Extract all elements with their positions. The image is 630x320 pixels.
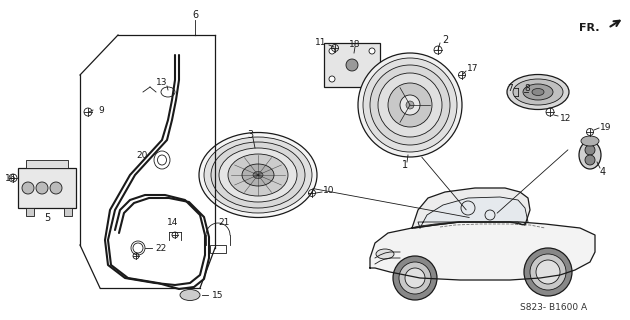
Ellipse shape [376,249,394,259]
Bar [64,208,72,216]
Bar [210,245,226,253]
Polygon shape [418,197,528,228]
Text: 10: 10 [323,186,335,195]
Ellipse shape [204,137,312,213]
Circle shape [378,73,442,137]
Text: 2: 2 [442,35,448,45]
Circle shape [400,95,420,115]
Text: 4: 4 [600,167,606,177]
Circle shape [22,182,34,194]
Circle shape [585,155,595,165]
Text: FR.: FR. [580,23,600,33]
Circle shape [388,83,432,127]
Text: 14: 14 [168,218,179,227]
Circle shape [346,59,358,71]
Circle shape [369,76,375,82]
Circle shape [399,262,431,294]
Circle shape [524,248,572,296]
Ellipse shape [180,290,200,300]
Text: 18: 18 [349,39,361,49]
Ellipse shape [579,141,601,169]
Bar [18,168,76,208]
Text: 6: 6 [192,10,198,20]
Circle shape [393,256,437,300]
Text: 3: 3 [247,130,253,140]
Circle shape [405,268,425,288]
Ellipse shape [581,136,599,146]
Text: 7: 7 [507,84,513,92]
Text: 1: 1 [402,160,408,170]
Ellipse shape [199,132,317,218]
Circle shape [50,182,62,194]
Text: 11: 11 [314,37,326,46]
Text: 19: 19 [600,123,612,132]
Polygon shape [370,222,595,280]
Text: 5: 5 [44,213,50,223]
Ellipse shape [513,79,563,105]
Circle shape [530,254,566,290]
Ellipse shape [228,154,288,196]
Circle shape [406,101,414,109]
Circle shape [585,145,595,155]
Text: 21: 21 [219,218,230,227]
Bar [324,43,380,87]
Text: 13: 13 [156,77,167,86]
Text: 15: 15 [212,291,224,300]
Text: 22: 22 [155,244,166,252]
Ellipse shape [532,89,544,95]
Circle shape [358,53,462,157]
Ellipse shape [211,142,305,208]
Text: 16: 16 [5,173,16,182]
Circle shape [329,76,335,82]
Bar [26,160,68,168]
Text: 20: 20 [137,150,148,159]
Ellipse shape [523,84,553,100]
Circle shape [329,48,335,54]
Circle shape [536,260,560,284]
Circle shape [370,65,450,145]
Ellipse shape [219,148,297,202]
Circle shape [369,48,375,54]
Text: 8: 8 [524,84,530,92]
Ellipse shape [253,172,263,179]
Circle shape [363,58,457,152]
Text: 17: 17 [467,63,479,73]
Circle shape [36,182,48,194]
Polygon shape [412,188,530,228]
Bar [26,208,34,216]
Text: S823- B1600 A: S823- B1600 A [520,303,587,313]
Ellipse shape [242,164,274,186]
Text: 12: 12 [560,114,571,123]
Ellipse shape [507,75,569,109]
Text: 9: 9 [98,106,104,115]
